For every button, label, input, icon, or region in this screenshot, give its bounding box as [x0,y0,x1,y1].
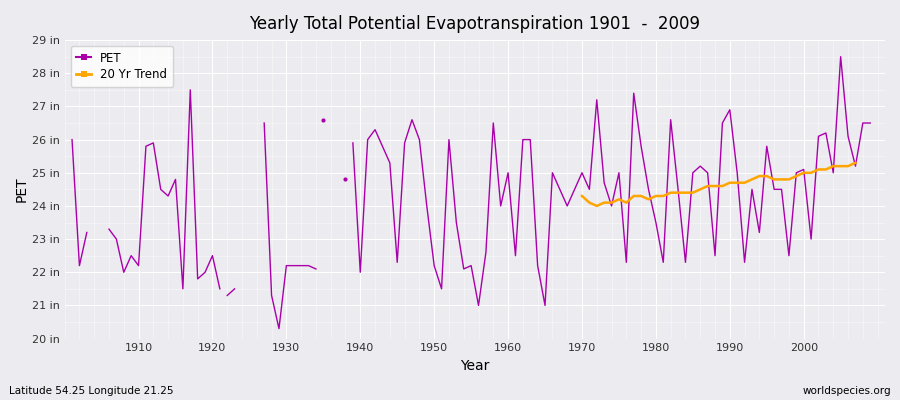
20 Yr Trend [732,180,742,185]
20 Yr Trend [606,200,616,205]
20 Yr Trend [591,204,602,208]
20 Yr Trend [672,190,683,195]
20 Yr Trend [628,194,639,198]
20 Yr Trend [798,170,809,175]
20 Yr Trend [776,177,787,182]
20 Yr Trend [813,167,824,172]
20 Yr Trend [850,160,860,165]
20 Yr Trend [717,184,728,188]
20 Yr Trend [598,200,609,205]
20 Yr Trend [651,194,661,198]
20 Yr Trend [769,177,779,182]
20 Yr Trend [644,197,654,202]
20 Yr Trend [806,170,816,175]
Text: worldspecies.org: worldspecies.org [803,386,891,396]
20 Yr Trend [821,167,832,172]
20 Yr Trend [784,177,795,182]
Line: 20 Yr Trend: 20 Yr Trend [582,163,855,206]
20 Yr Trend [761,174,772,178]
20 Yr Trend [747,177,758,182]
20 Yr Trend [709,184,720,188]
20 Yr Trend [842,164,853,168]
Title: Yearly Total Potential Evapotranspiration 1901  -  2009: Yearly Total Potential Evapotranspiratio… [249,15,700,33]
Text: Latitude 54.25 Longitude 21.25: Latitude 54.25 Longitude 21.25 [9,386,174,396]
20 Yr Trend [828,164,839,168]
20 Yr Trend [665,190,676,195]
20 Yr Trend [702,184,713,188]
20 Yr Trend [614,197,625,202]
20 Yr Trend [688,190,698,195]
20 Yr Trend [835,164,846,168]
20 Yr Trend [754,174,765,178]
20 Yr Trend [658,194,669,198]
20 Yr Trend [584,200,595,205]
X-axis label: Year: Year [460,359,490,373]
20 Yr Trend [724,180,735,185]
20 Yr Trend [577,194,588,198]
20 Yr Trend [739,180,750,185]
Legend: PET, 20 Yr Trend: PET, 20 Yr Trend [70,46,173,87]
20 Yr Trend [635,194,646,198]
20 Yr Trend [695,187,706,192]
20 Yr Trend [680,190,691,195]
Y-axis label: PET: PET [15,176,29,202]
20 Yr Trend [791,174,802,178]
20 Yr Trend [621,200,632,205]
